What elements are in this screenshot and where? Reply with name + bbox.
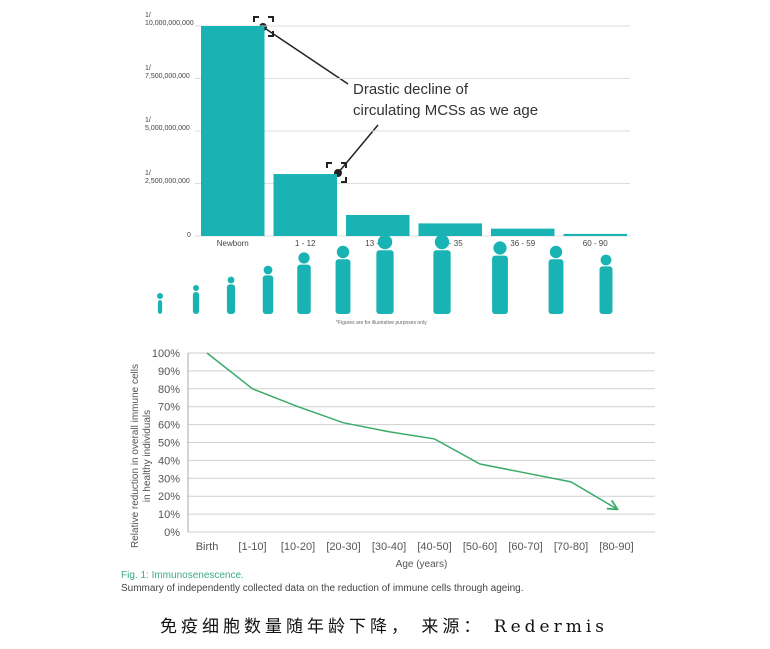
annotation: Drastic decline of circulating MCSs as w… <box>353 81 539 119</box>
person-icon <box>157 293 163 299</box>
y-axis-label: Relative reduction in overall immune cel… <box>130 364 153 548</box>
person-icon <box>434 234 450 250</box>
y-tick-label: 50% <box>158 438 180 450</box>
y-tick-label: 70% <box>158 402 180 414</box>
y-tick-label: 40% <box>158 455 180 467</box>
bar <box>491 228 555 236</box>
person-icon <box>336 245 350 259</box>
y-tick-label: 10% <box>158 509 180 521</box>
y-tick-label: 60% <box>158 420 180 432</box>
x-tick-label: [70-80] <box>554 541 588 553</box>
caption: 免疫细胞数量随年龄下降， 来源： Redermis <box>160 617 609 637</box>
person-icon <box>226 284 236 314</box>
x-tick-label: [10-20] <box>281 541 315 553</box>
person-icon <box>192 292 200 314</box>
person-icon <box>599 266 613 314</box>
person-icon <box>298 252 310 264</box>
person-icon <box>548 259 564 314</box>
figure-title: Fig. 1: Immunosenescence. <box>121 570 244 581</box>
x-tick-label: [40-50] <box>417 541 451 553</box>
line-series <box>206 352 617 509</box>
person-icon <box>157 300 163 314</box>
person-icon <box>263 265 273 275</box>
figure-caption: Summary of independently collected data … <box>121 583 524 594</box>
x-tick-label: [20-30] <box>326 541 360 553</box>
bar <box>563 233 627 236</box>
bar <box>346 215 410 236</box>
person-icon <box>376 250 394 314</box>
y-tick-label: 1/ 10,000,000,000 <box>145 12 194 28</box>
person-icon <box>600 254 612 266</box>
x-tick-label: [1-10] <box>238 541 266 553</box>
x-tick-label: 1 - 12 <box>295 239 316 248</box>
person-icon <box>262 275 274 314</box>
bar <box>418 223 482 236</box>
y-tick-label: 20% <box>158 491 180 503</box>
x-tick-label: [50-60] <box>463 541 497 553</box>
person-icon <box>493 241 507 255</box>
footnote: *Figures are for illustrative purposes o… <box>336 320 428 326</box>
person-icon <box>193 285 199 291</box>
person-icon <box>549 245 563 259</box>
person-icon <box>492 255 508 314</box>
y-tick-label: 0 <box>187 232 191 239</box>
y-tick-label: 1/ 5,000,000,000 <box>145 117 190 133</box>
y-tick-label: 30% <box>158 473 180 485</box>
y-tick-label: 90% <box>158 366 180 378</box>
y-tick-label: 0% <box>164 527 180 539</box>
x-tick-label: [30-40] <box>372 541 406 553</box>
y-tick-label: 80% <box>158 384 180 396</box>
y-tick-label: 1/ 2,500,000,000 <box>145 169 190 185</box>
x-tick-label: Newborn <box>217 239 249 248</box>
y-tick-label: 100% <box>152 348 180 360</box>
x-axis-label: Age (years) <box>396 559 448 570</box>
x-tick-label: 60 - 90 <box>583 239 608 248</box>
person-icon <box>433 250 451 314</box>
x-tick-label: [60-70] <box>508 541 542 553</box>
x-tick-label: 22 - 35 <box>438 239 463 248</box>
x-tick-label: Birth <box>196 541 219 553</box>
x-tick-label: [80-90] <box>599 541 633 553</box>
bar <box>273 174 337 236</box>
x-tick-label: 36 - 59 <box>510 239 535 248</box>
person-icon <box>297 264 311 314</box>
y-tick-label: 1/ 7,500,000,000 <box>145 64 190 80</box>
person-icon <box>227 276 235 284</box>
bar <box>201 26 265 236</box>
person-icon <box>377 234 393 250</box>
person-icon <box>335 259 351 314</box>
